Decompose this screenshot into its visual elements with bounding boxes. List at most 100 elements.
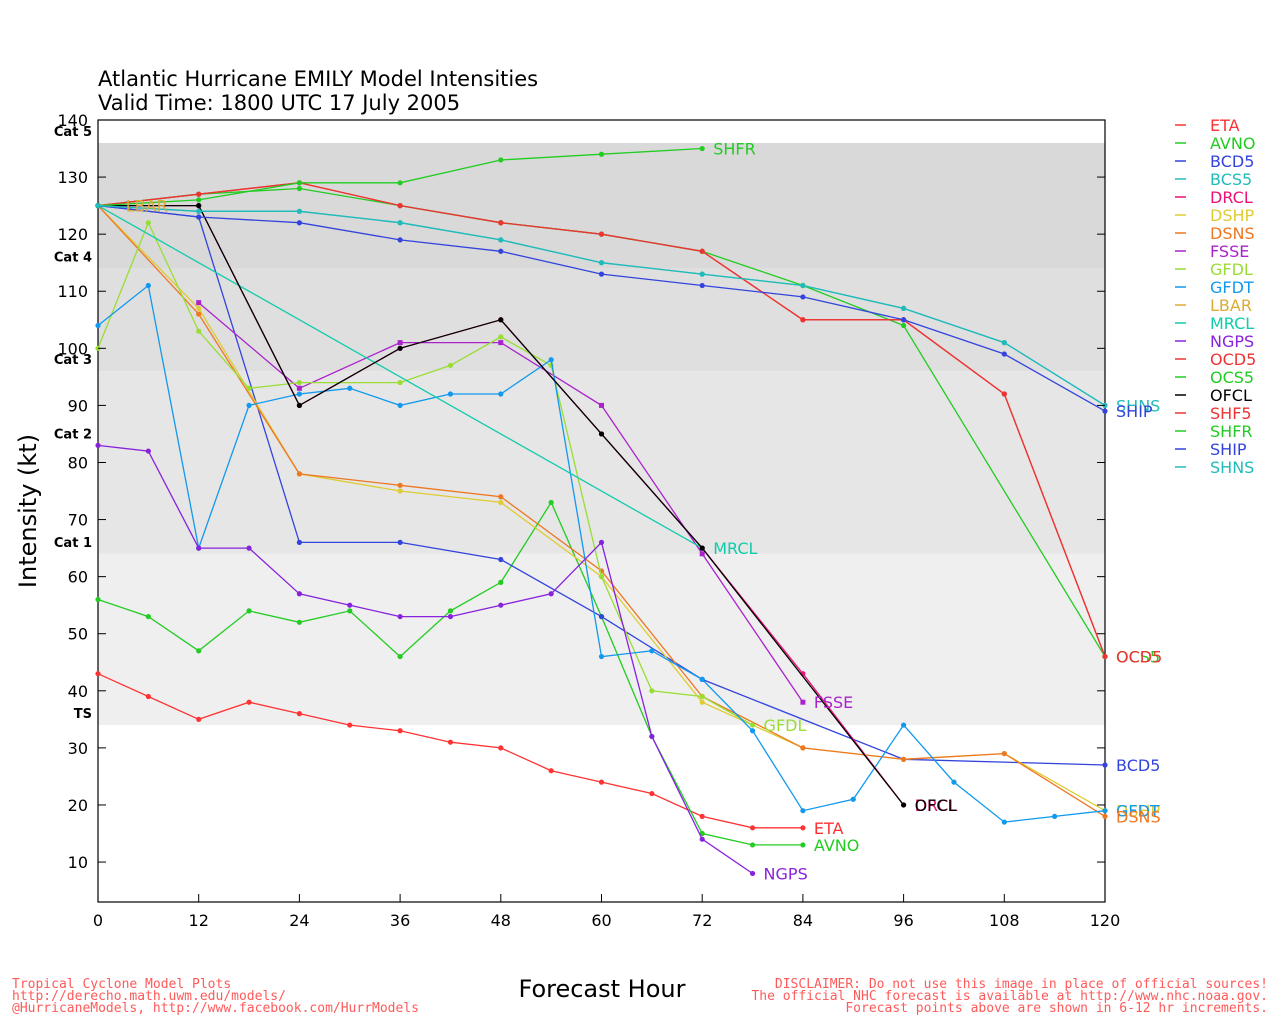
- end-label-lbar: LBAR: [126, 197, 168, 216]
- point-gfdt-15: [850, 796, 856, 802]
- point-fsse-1: [296, 385, 302, 391]
- point-ngps-5: [347, 602, 353, 608]
- point-gfdl-4: [296, 379, 302, 386]
- point-shf5-5: [598, 231, 605, 237]
- point-gfdt-12: [699, 676, 705, 682]
- point-ofcl-4: [498, 317, 504, 323]
- point-fsse-2: [397, 340, 403, 346]
- point-ocs5-8: [901, 322, 907, 329]
- point-gfdt-9: [548, 357, 554, 363]
- point-avno-9: [548, 499, 554, 506]
- point-gfdt-6: [397, 402, 403, 409]
- end-label-avno: AVNO: [814, 836, 859, 855]
- point-gfdt-13: [749, 728, 756, 734]
- point-ngps-13: [749, 870, 756, 877]
- x-tick-label-60: 60: [591, 911, 611, 930]
- point-eta-6: [397, 728, 403, 734]
- chart-title: Atlantic Hurricane EMILY Model Intensiti…: [98, 67, 538, 91]
- category-bands: TS Cat 1 Cat 2 Cat 3 Cat 4 Cat 5: [54, 120, 1105, 902]
- point-gfdt-8: [498, 391, 504, 397]
- point-gfdl-2: [196, 328, 202, 334]
- point-avno-1: [145, 613, 151, 620]
- point-gfdt-10: [598, 653, 605, 660]
- point-shfr-3: [397, 180, 403, 186]
- y-tick-label-90: 90: [68, 396, 88, 415]
- band-label-cat-2: Cat 2: [54, 427, 92, 442]
- series-ofcl: [95, 203, 907, 808]
- point-ship-1: [196, 214, 202, 220]
- point-bcd5-4: [498, 556, 504, 563]
- point-avno-5: [347, 608, 353, 614]
- legend-label-ofcl: OFCL: [1210, 386, 1252, 405]
- point-ofcl-1: [196, 203, 202, 209]
- point-avno-14: [800, 842, 806, 848]
- band-ts: [98, 553, 1105, 726]
- point-fsse-4: [599, 402, 604, 408]
- end-label-drcl: DRCL: [915, 796, 958, 815]
- point-ofcl-2: [296, 402, 302, 409]
- point-gfdt-5: [347, 385, 353, 391]
- point-gfdt-0: [95, 322, 101, 329]
- y-tick-label-120: 120: [57, 225, 88, 244]
- end-label-dshp: DSHP: [1116, 802, 1161, 821]
- legend-label-eta: ETA: [1210, 116, 1240, 135]
- legend-label-drcl: DRCL: [1210, 188, 1253, 207]
- legend-label-shns: SHNS: [1210, 458, 1254, 477]
- point-gfdt-20: [1102, 808, 1108, 814]
- end-label-shns: SHNS: [1116, 396, 1160, 415]
- point-ngps-9: [548, 591, 554, 597]
- point-dsns-8: [901, 756, 907, 762]
- point-shfr-2: [296, 180, 302, 186]
- band-label-cat-1: Cat 1: [54, 536, 92, 551]
- point-ngps-4: [296, 591, 302, 597]
- end-label-eta: ETA: [814, 819, 844, 838]
- point-eta-3: [246, 699, 252, 705]
- footer-left-line-1: Tropical Cyclone Model Plots: [12, 977, 231, 992]
- point-gfdl-7: [498, 334, 504, 340]
- point-ofcl-7: [901, 802, 907, 808]
- legend-label-gfdt: GFDT: [1210, 278, 1254, 297]
- series-line-ofcl: [98, 204, 905, 806]
- point-ship-8: [901, 317, 907, 323]
- legend-label-shfr: SHFR: [1210, 422, 1253, 441]
- point-avno-4: [296, 619, 302, 625]
- legend-label-ocs5: OCS5: [1210, 368, 1254, 387]
- point-shf5-3: [397, 203, 403, 209]
- x-tick-label-108: 108: [989, 911, 1020, 930]
- point-gfdt-3: [246, 402, 252, 409]
- point-gfdl-6: [447, 362, 454, 369]
- point-eta-13: [749, 825, 756, 831]
- y-tick-label-40: 40: [68, 682, 88, 701]
- end-label-bcd5: BCD5: [1116, 756, 1160, 775]
- point-ship-2: [296, 220, 302, 226]
- point-dshp-1: [196, 305, 202, 311]
- x-tick-label-120: 120: [1090, 911, 1121, 930]
- end-label-ocd5: OCD5: [1116, 648, 1162, 667]
- point-ship-5: [598, 271, 605, 277]
- band-cat-4: [98, 142, 1105, 269]
- point-eta-1: [145, 693, 151, 700]
- band-cat-5: [98, 120, 1105, 143]
- series-ngps: [95, 442, 756, 877]
- footer-left-line-2: http://derecho.math.uwm.edu/models/: [12, 989, 286, 1004]
- x-tick-label-84: 84: [793, 911, 813, 930]
- legend-label-shf5: SHF5: [1210, 404, 1252, 423]
- y-tick-label-80: 80: [68, 453, 88, 472]
- point-shf5-1: [196, 191, 202, 197]
- point-eta-10: [598, 779, 605, 785]
- x-tick-label-96: 96: [893, 911, 913, 930]
- point-fsse-6: [800, 699, 806, 705]
- point-shns-9: [1001, 340, 1007, 346]
- x-tick-label-12: 12: [189, 911, 209, 930]
- point-ngps-7: [447, 613, 454, 620]
- y-tick-label-30: 30: [68, 739, 88, 758]
- footer-right-line-2: The official NHC forecast is available a…: [751, 989, 1268, 1004]
- point-avno-0: [95, 596, 101, 603]
- series-shfr: [95, 145, 705, 209]
- point-avno-3: [246, 608, 252, 614]
- legend-label-mrcl: MRCL: [1210, 314, 1254, 333]
- legend-label-ngps: NGPS: [1210, 332, 1254, 351]
- legend-label-dshp: DSHP: [1210, 206, 1255, 225]
- point-eta-12: [699, 813, 705, 819]
